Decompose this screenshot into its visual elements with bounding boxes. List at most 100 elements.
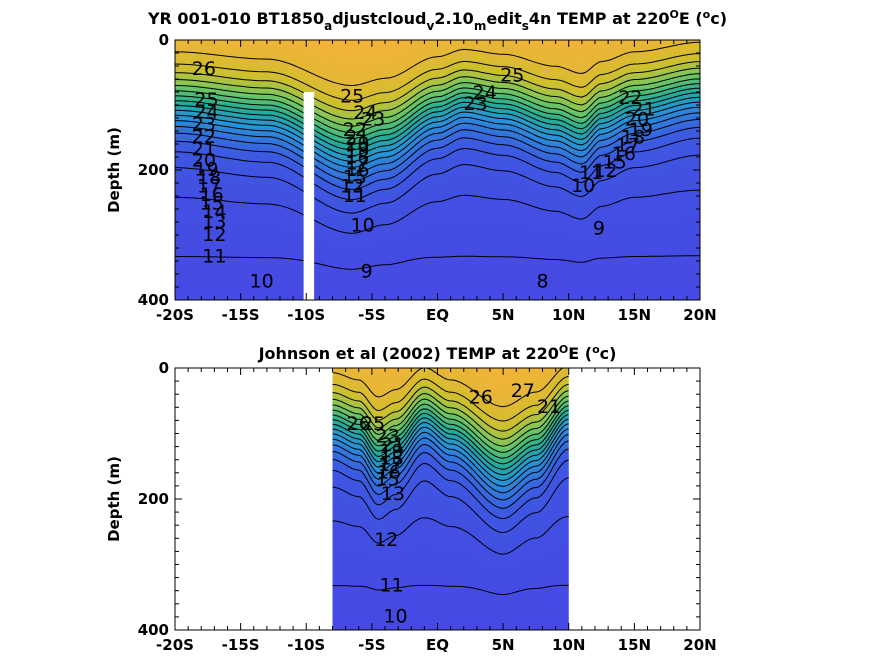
- x-tick-label: 20N: [683, 306, 716, 324]
- contour-label: 13: [202, 211, 226, 233]
- contour-label: 22: [618, 87, 642, 109]
- contour-label: 21: [631, 99, 655, 121]
- contour-label: 18: [621, 127, 645, 149]
- contour-label: 18: [379, 448, 403, 470]
- contour-label: 12: [374, 529, 398, 551]
- contour-label: 12: [202, 224, 226, 246]
- contour-label: 20: [625, 108, 649, 130]
- contour-label: 9: [593, 218, 605, 240]
- contour-label: 17: [197, 175, 221, 197]
- contour-line-17: [332, 423, 569, 481]
- chart-title-part: o: [592, 343, 600, 356]
- x-tick-label: 15N: [618, 636, 651, 654]
- contour-label: 10: [250, 270, 274, 292]
- contour-label: 26: [347, 413, 371, 435]
- contour-label: 21: [192, 138, 216, 160]
- chart-title-part: c): [600, 344, 617, 363]
- contour-line-25: [332, 383, 569, 432]
- x-tick-label: 10N: [552, 636, 585, 654]
- contour-label: 23: [463, 93, 487, 115]
- contour-line-22: [332, 400, 569, 453]
- chart-title-part: Johnson et al (2002) TEMP at 220: [258, 344, 559, 363]
- y-tick-label: 400: [138, 621, 169, 639]
- contour-label: 20: [345, 133, 369, 155]
- contour-line-11: [332, 477, 569, 533]
- contour-label: 25: [340, 86, 364, 108]
- contour-line-26: [175, 41, 700, 86]
- x-tick-label: -5S: [358, 636, 385, 654]
- y-tick-label: 0: [159, 31, 169, 49]
- contour-label: 12: [593, 160, 617, 182]
- contour-label: 24: [353, 102, 377, 124]
- x-tick-label: -20S: [156, 306, 194, 324]
- chart-title-part: edit: [486, 9, 522, 28]
- contour-label: 24: [473, 82, 497, 104]
- contour-label: 23: [376, 425, 400, 447]
- contour-line-8: [175, 255, 700, 270]
- chart-panel-1: YR 001-010 BT1850adjustcloudv2.10medits4…: [105, 8, 727, 324]
- contour-label: 21: [381, 434, 405, 456]
- x-tick-label: -10S: [287, 306, 325, 324]
- contour-label: 19: [345, 140, 369, 162]
- temperature-field: [175, 40, 700, 300]
- chart-title-part: o: [703, 8, 711, 21]
- temperature-field: [332, 368, 569, 630]
- chart-title-part: c): [710, 9, 727, 28]
- contour-label: 11: [202, 246, 226, 268]
- contour-label: 18: [345, 146, 369, 168]
- chart-title-part: s: [522, 19, 529, 33]
- contour-label: 21: [537, 396, 561, 418]
- contour-line-26: [332, 376, 569, 422]
- contour-label: 10: [383, 605, 407, 627]
- chart-panel-2: Johnson et al (2002) TEMP at 220OE (oc) 2…: [105, 343, 717, 654]
- missing-data-gap: [303, 92, 315, 300]
- contour-line-9: [332, 584, 569, 595]
- contour-line-25: [175, 53, 700, 101]
- contour-label: 20: [192, 149, 216, 171]
- x-tick-label: 10N: [552, 306, 585, 324]
- contour-label: 26: [469, 387, 493, 409]
- y-tick-label: 0: [159, 359, 169, 377]
- contour-label: 14: [202, 201, 226, 223]
- chart-title-part: djustcloud: [332, 9, 426, 28]
- contour-label: 15: [343, 166, 367, 188]
- x-tick-label: -15S: [222, 306, 260, 324]
- contour-label: 16: [345, 159, 369, 181]
- contour-label: 23: [361, 108, 385, 130]
- contour-label: 15: [376, 469, 400, 491]
- chart-title: Johnson et al (2002) TEMP at 220OE (oc): [258, 343, 617, 363]
- contour-label: 13: [381, 483, 405, 505]
- chart-title-part: O: [670, 8, 679, 21]
- contour-label: 10: [571, 175, 595, 197]
- contour-line-14: [332, 440, 569, 501]
- contour-line-24: [332, 390, 569, 440]
- contour-label: 22: [192, 126, 216, 148]
- chart-title-part: v: [427, 19, 435, 33]
- contour-label: 25: [361, 413, 385, 435]
- chart-title-part: a: [324, 19, 332, 33]
- contour-line-15: [332, 434, 569, 494]
- contour-label: 26: [192, 58, 216, 80]
- contour-label: 12: [340, 175, 364, 197]
- contour-line-16: [332, 428, 569, 487]
- contour-label: 9: [361, 261, 373, 283]
- chart-title-part: O: [559, 343, 568, 356]
- contour-label: 11: [343, 185, 367, 207]
- x-tick-label: -20S: [156, 636, 194, 654]
- contour-label: 19: [379, 440, 403, 462]
- contour-label: 17: [345, 153, 369, 175]
- chart-title-part: 2.10: [434, 9, 473, 28]
- contour-label: 25: [500, 64, 524, 86]
- contour-label: 23: [192, 114, 216, 136]
- contour-label: 11: [379, 575, 403, 597]
- contour-line-23: [332, 395, 569, 447]
- x-tick-label: 5N: [492, 636, 515, 654]
- contour-label: 17: [616, 134, 640, 156]
- x-tick-label: EQ: [426, 306, 449, 324]
- contour-line-13: [332, 448, 569, 509]
- contour-label: 10: [351, 214, 375, 236]
- chart-title-part: E (: [679, 9, 703, 28]
- chart-title-part: m: [474, 19, 487, 33]
- chart-title-part: 4n TEMP at 220: [529, 9, 670, 28]
